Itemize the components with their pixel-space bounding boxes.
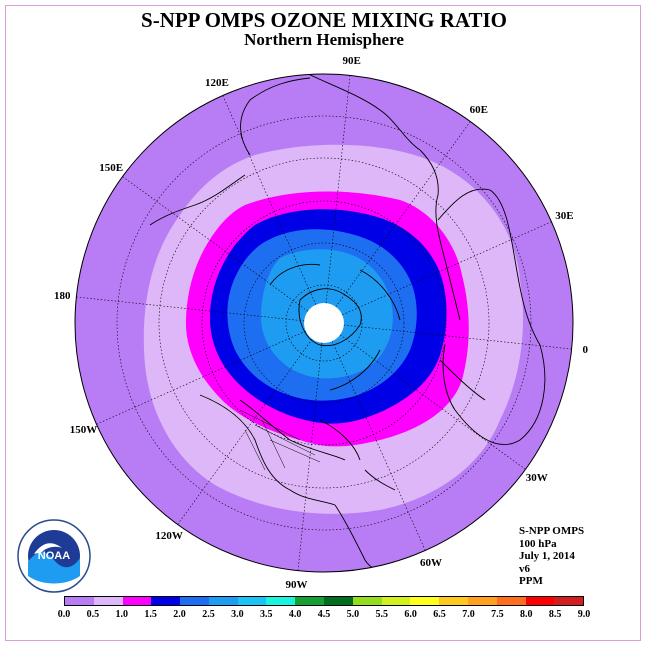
longitude-label: 60E: [469, 104, 488, 117]
colorbar-tick-label: 8.0: [519, 609, 533, 620]
longitude-label: 120E: [205, 76, 229, 89]
colorbar-tick-label: 3.5: [259, 609, 273, 620]
coastlines: [149, 74, 546, 571]
colorbar-tick-label: 7.0: [462, 609, 475, 620]
colorbar-swatch: [439, 597, 468, 605]
figure-frame: [5, 5, 641, 641]
longitude-label: 120W: [155, 529, 183, 542]
info-instrument: S-NPP OMPS: [519, 525, 585, 537]
map-outline: [74, 73, 574, 573]
longitude-label: 30E: [555, 210, 574, 223]
info-panel: S-NPP OMPS 100 hPa July 1, 2014 v6 PPM: [519, 525, 584, 588]
colorbar-swatch: [151, 597, 181, 605]
colorbar-swatch: [525, 597, 555, 605]
colorbar-tick-label: 9.0: [577, 609, 591, 620]
longitude-label: 30W: [525, 471, 548, 484]
longitude-label: 0: [582, 344, 589, 357]
colorbar: [64, 596, 584, 606]
colorbar-tick-label: 2.5: [202, 609, 215, 620]
noaa-logo: NOAA: [17, 519, 91, 593]
info-version: v6: [519, 562, 530, 575]
colorbar-swatch: [467, 597, 497, 605]
colorbar-swatch: [65, 597, 94, 605]
colorbar-tick-label: 6.0: [404, 609, 417, 620]
page-title: S-NPP OMPS OZONE MIXING RATIO: [141, 8, 507, 32]
info-date: July 1, 2014: [519, 550, 575, 562]
colorbar-tick-label: 6.5: [433, 609, 446, 620]
colorbar-swatch: [237, 597, 267, 605]
colorbar-tick-label: 2.0: [173, 609, 186, 620]
colorbar-swatch: [122, 597, 152, 605]
colorbar-swatch: [381, 597, 411, 605]
colorbar-swatch: [180, 597, 209, 605]
colorbar-swatch: [93, 597, 123, 605]
longitude-label: 90E: [342, 55, 361, 68]
borders: [239, 409, 321, 471]
colorbar-tick-label: 1.0: [115, 609, 129, 620]
colorbar-tick-label: 5.5: [375, 609, 389, 620]
colorbar-tick-label: 7.5: [491, 609, 504, 620]
colorbar-tick-label: 4.0: [288, 609, 302, 620]
page-subtitle: Northern Hemisphere: [244, 30, 404, 49]
colorbar-tick-label: 1.5: [144, 609, 157, 620]
svg-text:NOAA: NOAA: [38, 550, 70, 562]
longitude-label: 90W: [285, 578, 308, 591]
longitude-label: 150W: [69, 423, 98, 436]
colorbar-tick-label: 5.0: [346, 609, 360, 620]
info-level: 100 hPa: [519, 537, 557, 550]
no-data-pole: [304, 303, 344, 343]
longitude-label: 180: [53, 289, 71, 302]
colorbar-swatch: [266, 597, 296, 605]
colorbar-swatch: [352, 597, 382, 605]
colorbar-swatch: [295, 597, 325, 605]
latitude-circles: [116, 115, 532, 531]
colorbar-tick-label: 0.5: [86, 609, 100, 620]
info-units: PPM: [519, 575, 543, 587]
longitude-label: 150E: [99, 162, 124, 175]
colorbar-swatch: [410, 597, 440, 605]
colorbar-tick-label: 8.5: [548, 609, 562, 620]
colorbar-swatch: [208, 597, 238, 605]
colorbar-tick-label: 3.0: [231, 609, 244, 620]
colorbar-swatch: [324, 597, 353, 605]
colorbar-swatch: [496, 597, 526, 605]
longitude-label: 60W: [419, 557, 442, 570]
colorbar-tick-label: 0.0: [57, 609, 71, 620]
colorbar-swatch: [554, 597, 584, 605]
colorbar-tick-label: 4.5: [317, 609, 331, 620]
